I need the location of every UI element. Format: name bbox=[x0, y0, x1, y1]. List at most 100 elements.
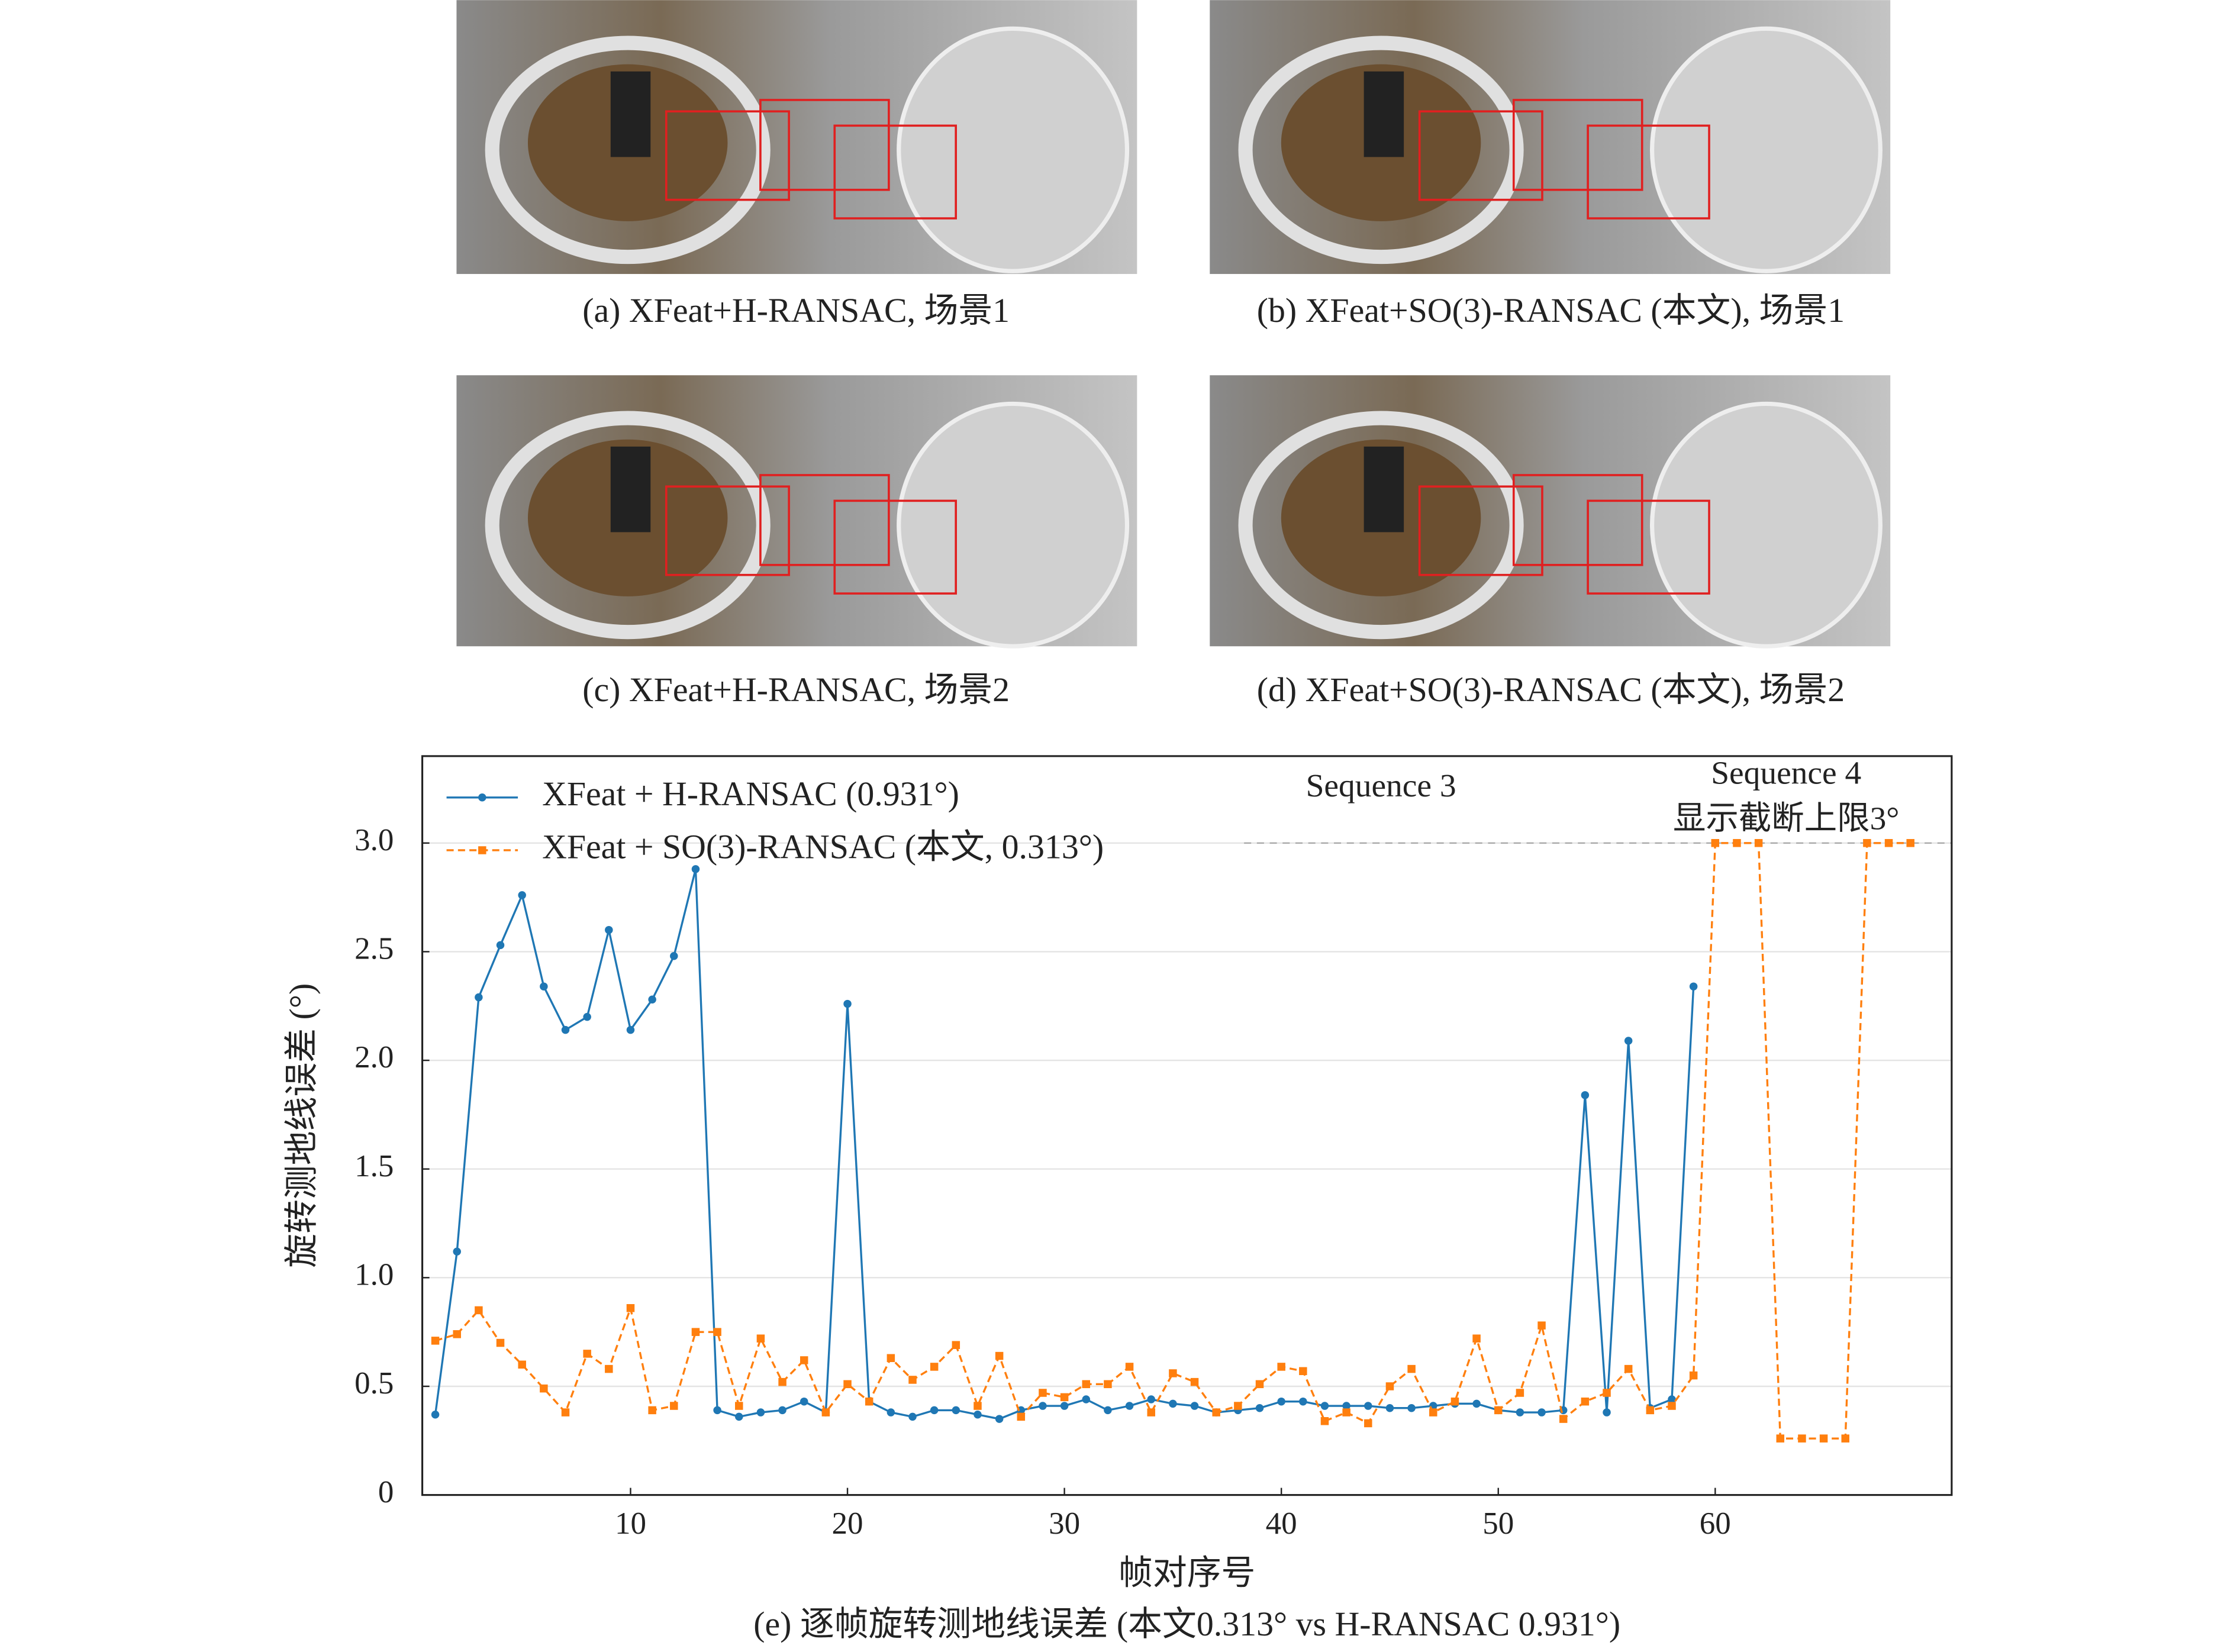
data-point bbox=[1147, 1395, 1155, 1403]
data-point bbox=[930, 1406, 939, 1415]
x-tick-label: 40 bbox=[1266, 1506, 1297, 1541]
data-point bbox=[691, 1328, 700, 1336]
data-point bbox=[735, 1412, 743, 1421]
annotation: Sequence 4 bbox=[1711, 754, 1861, 790]
photo bbox=[456, 0, 1137, 275]
data-point bbox=[1082, 1380, 1091, 1389]
data-point bbox=[1255, 1380, 1264, 1389]
data-point bbox=[1624, 1364, 1633, 1373]
data-point bbox=[561, 1408, 570, 1417]
data-point bbox=[648, 995, 656, 1004]
data-point bbox=[778, 1377, 787, 1386]
annotation: 显示截断上限3° bbox=[1673, 800, 1900, 836]
data-point bbox=[1689, 1371, 1698, 1380]
data-point bbox=[995, 1415, 1004, 1423]
data-point bbox=[453, 1247, 461, 1256]
x-axis-label: 帧对序号 bbox=[1118, 1553, 1255, 1592]
caption: (c) XFeat+H-RANSAC, 场景2 bbox=[582, 670, 1010, 709]
data-point bbox=[1017, 1412, 1026, 1421]
data-point bbox=[1060, 1402, 1069, 1410]
data-point bbox=[1516, 1389, 1524, 1397]
x-tick-label: 10 bbox=[615, 1506, 646, 1541]
data-point bbox=[540, 1384, 548, 1393]
photo-panels bbox=[456, 0, 1891, 648]
caption: (b) XFeat+SO(3)-RANSAC (本文), 场景1 bbox=[1257, 291, 1845, 330]
data-point bbox=[735, 1402, 743, 1410]
caption: (e) 逐帧旋转测地线误差 (本文0.313° vs H-RANSAC 0.93… bbox=[753, 1605, 1620, 1643]
plot-content bbox=[431, 839, 1952, 1443]
data-point bbox=[908, 1376, 917, 1384]
data-point bbox=[887, 1408, 895, 1417]
y-tick-label: 2.5 bbox=[354, 932, 394, 966]
data-point bbox=[1234, 1402, 1242, 1410]
data-point bbox=[1342, 1402, 1350, 1410]
y-tick-label: 2.0 bbox=[354, 1040, 394, 1075]
data-point bbox=[1603, 1408, 1611, 1417]
data-point bbox=[431, 1337, 440, 1345]
data-point bbox=[952, 1341, 960, 1349]
data-point bbox=[626, 1025, 635, 1034]
data-point bbox=[1299, 1397, 1307, 1406]
data-point bbox=[605, 925, 613, 934]
legend-marker bbox=[478, 846, 486, 854]
data-point bbox=[431, 1410, 440, 1419]
data-point bbox=[1190, 1377, 1199, 1386]
data-point bbox=[800, 1356, 808, 1364]
data-point bbox=[821, 1408, 830, 1417]
data-point bbox=[561, 1025, 570, 1034]
data-point bbox=[1169, 1369, 1177, 1377]
data-point bbox=[1841, 1434, 1849, 1443]
data-point bbox=[1603, 1389, 1611, 1397]
y-tick-label: 1.5 bbox=[354, 1149, 394, 1183]
data-point bbox=[1906, 839, 1914, 847]
data-point bbox=[475, 1306, 483, 1315]
data-point bbox=[1581, 1397, 1590, 1406]
y-tick-label: 0.5 bbox=[354, 1366, 394, 1401]
data-point bbox=[1754, 839, 1763, 847]
data-point bbox=[1039, 1389, 1047, 1397]
data-point bbox=[583, 1350, 591, 1358]
y-axis-label: 旋转测地线误差 (°) bbox=[282, 983, 321, 1268]
data-point bbox=[670, 952, 678, 960]
data-point bbox=[778, 1406, 787, 1415]
data-point bbox=[453, 1330, 461, 1338]
plot-area bbox=[422, 756, 1952, 1495]
x-tick-label: 30 bbox=[1049, 1506, 1080, 1541]
data-point bbox=[1472, 1334, 1481, 1343]
data-point bbox=[865, 1397, 873, 1406]
data-point bbox=[1537, 1321, 1546, 1330]
data-point bbox=[1711, 839, 1720, 847]
data-point bbox=[496, 941, 505, 950]
data-point bbox=[1277, 1363, 1285, 1371]
data-point bbox=[952, 1406, 960, 1415]
data-point bbox=[626, 1304, 635, 1312]
data-point bbox=[1255, 1403, 1264, 1412]
legend-label: XFeat + H-RANSAC (0.931°) bbox=[542, 775, 959, 813]
data-point bbox=[1863, 839, 1871, 847]
data-point bbox=[1472, 1399, 1481, 1408]
data-point bbox=[1559, 1415, 1568, 1423]
data-point bbox=[1320, 1417, 1329, 1425]
data-point bbox=[1212, 1408, 1220, 1417]
data-point bbox=[1299, 1367, 1307, 1376]
data-point bbox=[930, 1363, 939, 1371]
data-point bbox=[843, 999, 852, 1008]
data-point bbox=[583, 1012, 591, 1021]
data-point bbox=[518, 1360, 526, 1369]
data-point bbox=[713, 1406, 721, 1415]
data-point bbox=[1277, 1397, 1285, 1406]
data-point bbox=[1407, 1364, 1416, 1373]
data-point bbox=[1385, 1403, 1394, 1412]
data-point bbox=[518, 891, 526, 899]
data-point bbox=[1039, 1402, 1047, 1410]
data-point bbox=[1147, 1408, 1155, 1417]
data-point bbox=[1884, 839, 1893, 847]
data-point bbox=[1125, 1363, 1134, 1371]
data-point bbox=[496, 1338, 505, 1347]
y-tick-label: 0 bbox=[378, 1475, 394, 1509]
data-point bbox=[475, 993, 483, 1002]
data-point bbox=[974, 1402, 982, 1410]
data-point bbox=[1320, 1402, 1329, 1410]
data-point bbox=[756, 1334, 765, 1343]
